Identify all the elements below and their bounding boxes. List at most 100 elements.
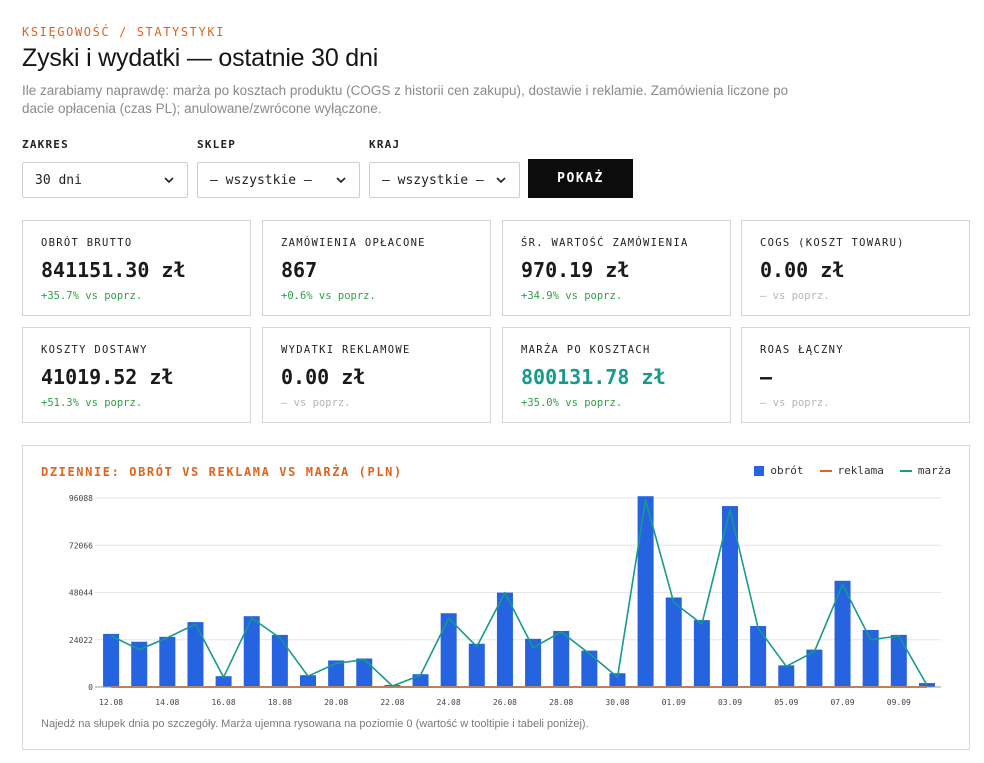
kpi-delta: +34.9% vs poprz.: [521, 290, 623, 302]
x-tick-label: 03.09: [718, 698, 742, 707]
x-tick-label: 16.08: [212, 698, 236, 707]
chevron-down-icon: [164, 177, 174, 184]
page-title: Zyski i wydatki — ostatnie 30 dni: [22, 44, 379, 72]
kpi-delta: +35.7% vs poprz.: [41, 290, 143, 302]
legend-item-turnover[interactable]: obrót: [754, 464, 804, 477]
kpi-delta: — vs poprz.: [760, 397, 830, 409]
daily-chart[interactable]: 0 24022 48044 72066 96088 12.08 14.08 16.08 18.0…: [23, 446, 969, 749]
bar-turnover[interactable]: [553, 630, 570, 687]
y-tick-label: 72066: [69, 541, 93, 550]
bar-turnover[interactable]: [328, 660, 345, 687]
bar-turnover[interactable]: [778, 665, 795, 687]
bar-turnover[interactable]: [215, 676, 232, 687]
breadcrumb: KSIĘGOWOŚĆ / STATYSTYKI: [22, 25, 225, 39]
x-tick-label: 12.08: [99, 698, 123, 707]
show-button[interactable]: POKAŻ: [528, 159, 633, 198]
shop-select[interactable]: — wszystkie —: [197, 162, 360, 198]
bar-turnover[interactable]: [834, 580, 851, 687]
kpi-value: 867: [281, 258, 318, 282]
daily-chart-card: 0 24022 48044 72066 96088 12.08 14.08 16.08 18.0…: [22, 445, 970, 750]
legend-swatch: [819, 469, 832, 472]
shop-select-value: — wszystkie —: [210, 172, 312, 188]
chevron-down-icon: [496, 177, 506, 184]
kpi-value: 41019.52 zł: [41, 365, 174, 389]
legend-label: marża: [917, 464, 951, 477]
kpi-delta: +51.3% vs poprz.: [41, 397, 143, 409]
kpi-delta: +0.6% vs poprz.: [281, 290, 376, 302]
bar-turnover[interactable]: [187, 622, 204, 687]
kpi-card-roas: ROAS ŁĄCZNY — — vs poprz.: [741, 327, 970, 423]
kpi-delta: — vs poprz.: [760, 290, 830, 302]
bar-turnover[interactable]: [637, 496, 654, 687]
kpi-value: —: [760, 365, 773, 389]
bar-turnover[interactable]: [300, 675, 316, 687]
kpi-label: MARŻA PO KOSZTACH: [521, 344, 651, 356]
kpi-card-shipping-costs: KOSZTY DOSTAWY 41019.52 zł +51.3% vs pop…: [22, 327, 251, 423]
bar-turnover[interactable]: [525, 638, 542, 687]
bar-turnover[interactable]: [103, 633, 120, 687]
kpi-delta: — vs poprz.: [281, 397, 351, 409]
kpi-label: KOSZTY DOSTAWY: [41, 344, 148, 356]
range-select-value: 30 dni: [35, 172, 82, 188]
shop-label: SKLEP: [197, 138, 237, 151]
x-tick-label: 01.09: [662, 698, 686, 707]
x-tick-label: 14.08: [155, 698, 179, 707]
legend-item-ads[interactable]: reklama: [819, 464, 884, 477]
country-label: KRAJ: [369, 138, 401, 151]
kpi-value: 0.00 zł: [281, 365, 366, 389]
page-subtitle: Ile zarabiamy naprawdę: marża po kosztac…: [22, 83, 789, 116]
kpi-delta: +35.0% vs poprz.: [521, 397, 623, 409]
kpi-card-cogs: COGS (KOSZT TOWARU) 0.00 zł — vs poprz.: [741, 220, 970, 316]
bar-turnover[interactable]: [862, 629, 879, 687]
bar-turnover[interactable]: [693, 620, 710, 687]
bar-turnover[interactable]: [665, 597, 682, 687]
y-tick-label: 96088: [69, 494, 93, 503]
x-tick-label: 30.08: [605, 698, 629, 707]
kpi-value: 970.19 zł: [521, 258, 630, 282]
x-tick-label: 28.08: [549, 698, 573, 707]
bar-turnover[interactable]: [581, 650, 598, 687]
kpi-card-gross-turnover: OBRÓT BRUTTO 841151.30 zł +35.7% vs popr…: [22, 220, 251, 316]
kpi-label: ZAMÓWIENIA OPŁACONE: [281, 237, 426, 249]
bar-turnover[interactable]: [918, 683, 935, 687]
bar-turnover[interactable]: [609, 673, 626, 687]
range-select[interactable]: 30 dni: [22, 162, 188, 198]
legend-swatch: [754, 465, 765, 476]
bar-turnover[interactable]: [243, 616, 260, 687]
x-tick-label: 24.08: [437, 698, 461, 707]
kpi-card-avg-order-value: ŚR. WARTOŚĆ ZAMÓWIENIA 970.19 zł +34.9% …: [502, 220, 731, 316]
kpi-card-margin: MARŻA PO KOSZTACH 800131.78 zł +35.0% vs…: [502, 327, 731, 423]
bar-turnover[interactable]: [271, 634, 288, 687]
legend-item-margin[interactable]: marża: [899, 464, 951, 477]
bar-turnover[interactable]: [440, 613, 457, 687]
x-tick-label: 09.09: [887, 698, 911, 707]
range-label: ZAKRES: [22, 138, 69, 151]
bar-turnover[interactable]: [806, 649, 823, 687]
kpi-label: ROAS ŁĄCZNY: [760, 344, 844, 356]
kpi-card-paid-orders: ZAMÓWIENIA OPŁACONE 867 +0.6% vs poprz.: [262, 220, 491, 316]
kpi-label: ŚR. WARTOŚĆ ZAMÓWIENIA: [521, 237, 689, 249]
bar-turnover[interactable]: [750, 626, 767, 687]
chart-note: Najedź na słupek dnia po szczegóły. Marż…: [41, 718, 589, 730]
bar-turnover[interactable]: [722, 506, 738, 687]
x-tick-label: 20.08: [324, 698, 348, 707]
bar-turnover[interactable]: [890, 634, 907, 687]
bar-turnover[interactable]: [131, 641, 148, 687]
chevron-down-icon: [336, 177, 346, 184]
kpi-label: WYDATKI REKLAMOWE: [281, 344, 411, 356]
legend-label: obrót: [770, 464, 804, 477]
bar-turnover[interactable]: [496, 592, 513, 687]
kpi-label: OBRÓT BRUTTO: [41, 237, 133, 249]
bar-turnover[interactable]: [159, 636, 176, 687]
country-select[interactable]: — wszystkie —: [369, 162, 520, 198]
x-tick-label: 26.08: [493, 698, 517, 707]
bar-turnover[interactable]: [412, 674, 429, 687]
bar-turnover[interactable]: [468, 643, 485, 687]
kpi-label: COGS (KOSZT TOWARU): [760, 237, 905, 249]
y-tick-label: 24022: [69, 636, 93, 645]
bar-turnover[interactable]: [356, 658, 373, 687]
kpi-value: 0.00 zł: [760, 258, 845, 282]
line-margin: [110, 499, 928, 687]
chart-title: DZIENNIE: OBRÓT VS REKLAMA VS MARŻA (PLN…: [41, 465, 403, 479]
x-tick-label: 05.09: [774, 698, 798, 707]
